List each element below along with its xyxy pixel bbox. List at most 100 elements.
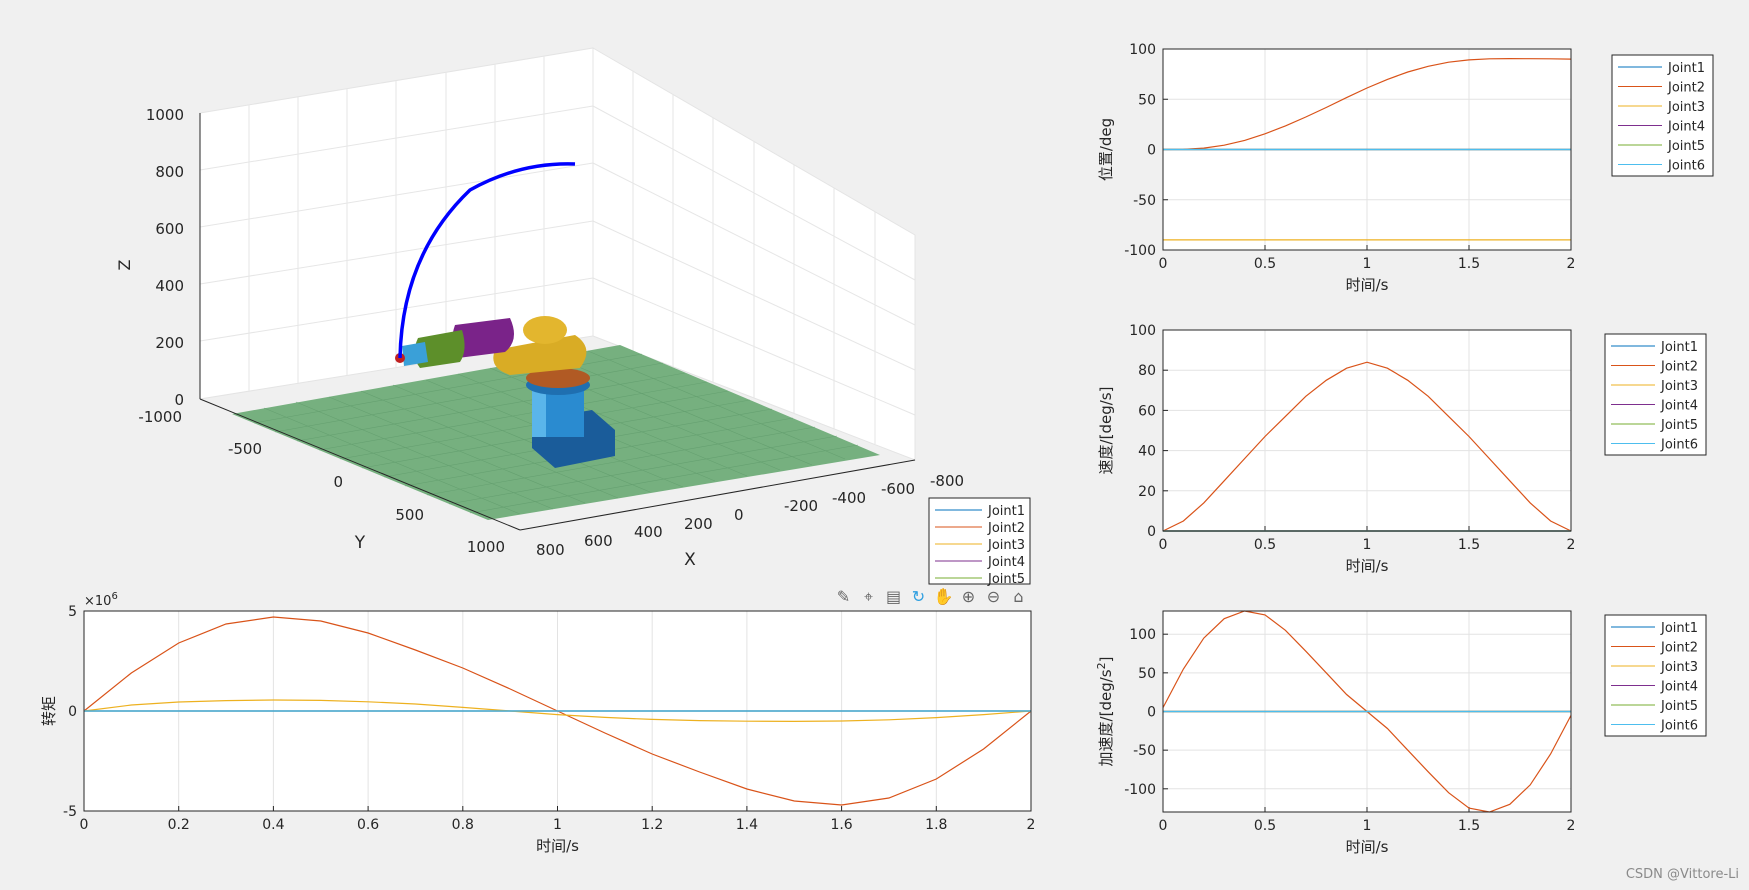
y-tick-label: -5 bbox=[63, 804, 77, 820]
data-tips-icon[interactable]: ⌖ bbox=[863, 586, 873, 606]
x-axis-label: X bbox=[684, 550, 696, 570]
legend-label: Joint2 bbox=[1667, 81, 1705, 96]
x-tick-label: 0 bbox=[734, 506, 744, 524]
legend-label: Joint4 bbox=[1660, 680, 1698, 695]
axes-toolbar: ✎ ⌖ ▤ ↻ ✋ ⊕ ⊖ ⌂ bbox=[833, 586, 1029, 608]
series-line-joint2 bbox=[1162, 57, 1572, 151]
y-tick-label: 50 bbox=[1138, 92, 1156, 108]
x-axis-label: 时间/s bbox=[1346, 557, 1389, 575]
legend-label: Joint6 bbox=[1660, 438, 1698, 453]
legend-acceleration[interactable]: Joint1 Joint2 Joint3 Joint4 Joint5 Joint6 bbox=[1604, 614, 1707, 737]
legend-label: Joint5 bbox=[1660, 418, 1698, 433]
x-tick-label: 0 bbox=[80, 817, 89, 833]
floor-mesh bbox=[253, 350, 859, 515]
plot-frame bbox=[1162, 329, 1572, 532]
x-tick-label: 0.5 bbox=[1254, 818, 1276, 834]
legend-3d-label: Joint4 bbox=[987, 555, 1025, 570]
zoom-in-icon[interactable]: ⊕ bbox=[961, 587, 976, 606]
legend-label: Joint5 bbox=[1660, 699, 1698, 714]
rotate-icon[interactable]: ↻ bbox=[911, 587, 926, 606]
x-tick-label: 0.4 bbox=[262, 817, 284, 833]
y-tick-label: 1000 bbox=[467, 538, 505, 556]
x-tick-label: 2 bbox=[1027, 817, 1036, 833]
chart-position[interactable]: 0 0.5 1 1.5 2-100-50050100时间/s位置/degJoint1Jo… bbox=[1097, 42, 1714, 294]
z-axis-label: Z bbox=[115, 259, 134, 270]
home-icon[interactable]: ⌂ bbox=[1013, 587, 1024, 606]
end-effector-trajectory bbox=[398, 162, 576, 359]
legend-label: Joint5 bbox=[1667, 139, 1705, 154]
pan-icon[interactable]: ✋ bbox=[933, 587, 954, 606]
y-tick-label: 50 bbox=[1138, 666, 1156, 682]
y-tick-label: 40 bbox=[1138, 444, 1156, 460]
x-tick-label: 0.6 bbox=[357, 817, 379, 833]
x-tick-label: 0 bbox=[1159, 256, 1168, 272]
legend-label: Joint1 bbox=[1660, 340, 1698, 355]
robot-3d-axes[interactable]: 0 200 400 600 800 1000 Z -1000 -500 0 50… bbox=[115, 47, 1031, 587]
series-line-joint2 bbox=[1162, 361, 1572, 532]
y-tick-label: -500 bbox=[228, 440, 262, 458]
z-tick-label: 200 bbox=[155, 334, 184, 352]
x-tick-label: -600 bbox=[881, 480, 915, 498]
y-tick-label: 5 bbox=[68, 604, 77, 620]
plot-frame bbox=[83, 610, 1032, 812]
x-tick-label: 0 bbox=[1159, 537, 1168, 553]
x-tick-label: 0.5 bbox=[1254, 256, 1276, 272]
x-tick-label: -400 bbox=[832, 489, 866, 507]
x-tick-label: 2 bbox=[1567, 256, 1576, 272]
y-tick-label: 0 bbox=[1147, 705, 1156, 721]
legend-label: Joint2 bbox=[1660, 360, 1698, 375]
robot-model bbox=[395, 316, 615, 468]
x-tick-label: 1.8 bbox=[925, 817, 947, 833]
x-axis-label: 时间/s bbox=[1346, 276, 1389, 294]
y-tick-label: -1000 bbox=[138, 408, 182, 426]
legend-label: Joint3 bbox=[1660, 379, 1698, 394]
series-line-joint3 bbox=[83, 699, 1032, 723]
y-tick-label: -100 bbox=[1124, 782, 1156, 798]
x-tick-label: 600 bbox=[584, 532, 613, 550]
legend-velocity[interactable]: Joint1 Joint2 Joint3 Joint4 Joint5 Joint6 bbox=[1604, 333, 1707, 456]
x-tick-label: 1.5 bbox=[1458, 537, 1480, 553]
robot-hand bbox=[402, 342, 428, 366]
legend-box bbox=[1611, 54, 1714, 177]
y-tick-label: 0 bbox=[333, 473, 343, 491]
chart-torque[interactable]: 0 0.2 0.4 0.6 0.8 1 1.2 1.4 1.6 1.8 2-505时间/s转矩×10… bbox=[40, 591, 1035, 855]
legend-icon[interactable]: ▤ bbox=[885, 587, 902, 606]
legend-label: Joint3 bbox=[1667, 100, 1705, 115]
x-tick-label: 0.5 bbox=[1254, 537, 1276, 553]
z-tick-label: 0 bbox=[174, 391, 184, 409]
x-tick-label: 1.5 bbox=[1458, 818, 1480, 834]
z-tick-label: 1000 bbox=[146, 106, 184, 124]
y-axis-label: 加速度/[deg/s2] bbox=[1095, 657, 1115, 767]
x-tick-label: 0.8 bbox=[452, 817, 474, 833]
legend-label: Joint4 bbox=[1667, 120, 1705, 135]
robot-waist bbox=[526, 368, 590, 388]
x-tick-label: 0 bbox=[1159, 818, 1168, 834]
legend-position[interactable]: Joint1 Joint2 Joint3 Joint4 Joint5 Joint6 bbox=[1611, 54, 1714, 177]
legend-3d-label: Joint2 bbox=[987, 521, 1025, 536]
brush-icon[interactable]: ✎ bbox=[836, 587, 851, 606]
x-tick-label: 1.2 bbox=[641, 817, 663, 833]
y-tick-label: 80 bbox=[1138, 363, 1156, 379]
y-tick-label: 0 bbox=[1147, 524, 1156, 540]
legend-3d[interactable]: Joint1 Joint2 Joint3 Joint4 Joint5 bbox=[928, 497, 1031, 587]
x-tick-label: 800 bbox=[536, 541, 565, 559]
x-tick-label: 400 bbox=[634, 523, 663, 541]
y-tick-label: -50 bbox=[1133, 743, 1156, 759]
y-axis-label: 速度/[deg/s] bbox=[1097, 387, 1115, 475]
robot-upper-arm bbox=[493, 335, 587, 375]
z-tick-labels: 0 200 400 600 800 1000 bbox=[146, 106, 184, 409]
zoom-out-icon[interactable]: ⊖ bbox=[986, 587, 1001, 606]
x-tick-label: 1 bbox=[553, 817, 562, 833]
chart-acceleration[interactable]: 0 0.5 1 1.5 2 -100 -50 0 50 100 时间/s 加速度/[deg/s2] Jo… bbox=[1095, 610, 1707, 856]
y-axis-line bbox=[199, 398, 521, 531]
x-tick-label: 1.4 bbox=[736, 817, 758, 833]
chart-velocity[interactable]: 0 0.5 1 1.5 2020406080100时间/s速度/[deg/s]Joint… bbox=[1097, 323, 1707, 575]
x-tick-label: 200 bbox=[684, 515, 713, 533]
y-tick-label: 500 bbox=[395, 506, 424, 524]
legend-label: Joint6 bbox=[1667, 159, 1705, 174]
y-tick-label: -50 bbox=[1133, 193, 1156, 209]
y-axis-label: 位置/deg bbox=[1097, 118, 1115, 181]
y-axis-label: 转矩 bbox=[40, 696, 58, 726]
legend-box bbox=[1604, 333, 1707, 456]
